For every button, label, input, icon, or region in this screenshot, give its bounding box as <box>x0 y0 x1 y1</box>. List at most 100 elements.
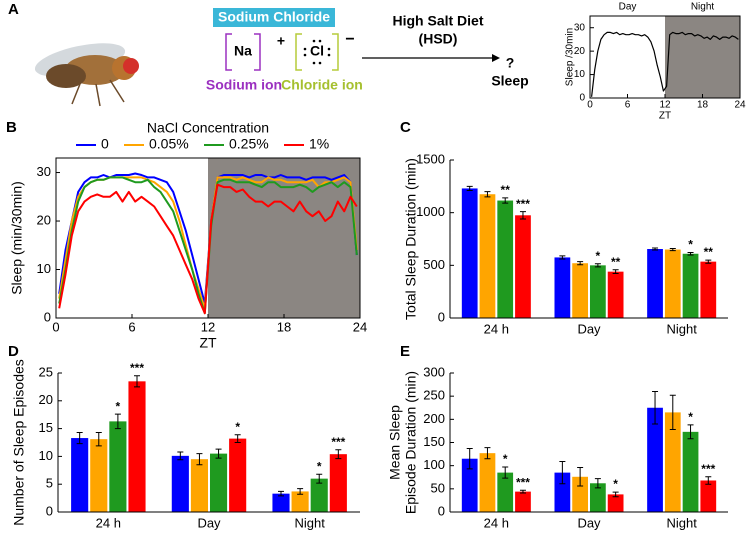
significance: *** <box>701 462 715 476</box>
error-bar <box>177 451 184 461</box>
anion: Cl <box>310 43 324 59</box>
bar <box>109 421 127 512</box>
panel-label: B <box>6 119 17 136</box>
significance: * <box>613 477 618 491</box>
bar <box>71 438 89 512</box>
x-tick-label: 12 <box>659 100 671 111</box>
y-tick-label: 150 <box>423 434 445 449</box>
y-tick-label: 10 <box>574 69 586 80</box>
error-bar <box>297 488 304 495</box>
night-shade <box>665 16 740 98</box>
plot-frame <box>55 157 361 319</box>
error-bar <box>687 251 694 256</box>
panel-label: D <box>8 343 19 360</box>
significance: ** <box>611 255 621 269</box>
error-bar <box>705 476 712 485</box>
cation: Na <box>234 43 252 59</box>
y-tick-label: 1000 <box>416 204 445 219</box>
fly-illustration <box>34 43 139 107</box>
bar <box>190 459 208 512</box>
bar <box>515 491 531 512</box>
bar <box>682 253 699 318</box>
plus-sign: + <box>277 33 285 49</box>
error-bar <box>196 453 203 466</box>
bar <box>229 438 247 512</box>
anion-name: Chloride ion <box>281 77 363 93</box>
y-tick-label: 50 <box>431 480 445 495</box>
bar <box>554 257 571 318</box>
error-bar <box>502 197 509 204</box>
y-axis-label: Total Sleep Duration (min) <box>403 158 419 320</box>
error-bar <box>234 434 241 443</box>
significance: * <box>688 410 693 424</box>
bar <box>479 453 496 512</box>
significance: *** <box>130 361 144 375</box>
x-tick-label: Day <box>577 321 601 336</box>
error-bar <box>577 261 584 266</box>
panel-label: A <box>8 1 19 18</box>
bar <box>310 478 328 512</box>
bar <box>497 200 514 318</box>
bar <box>590 483 606 512</box>
series-line <box>591 31 739 97</box>
diet-label: High Salt Diet <box>392 13 483 29</box>
significance: * <box>116 399 121 413</box>
bar <box>461 458 478 512</box>
y-tick-label: 250 <box>423 388 445 403</box>
bar <box>607 271 624 318</box>
error-bar <box>466 185 473 192</box>
legend-label: 1% <box>309 136 329 152</box>
y-tick-label: 0 <box>438 503 445 518</box>
x-tick-label: 12 <box>201 319 215 334</box>
error-bar <box>134 375 141 388</box>
y-tick-label: 0 <box>46 503 53 518</box>
error-bar <box>316 473 323 484</box>
bar <box>572 263 588 318</box>
significance: *** <box>331 435 345 449</box>
bar <box>647 249 663 318</box>
x-tick-label: 24 h <box>484 321 509 336</box>
significance: *** <box>516 475 530 489</box>
error-bar <box>114 413 121 430</box>
bar <box>272 493 290 512</box>
y-tick-label: 20 <box>574 46 586 57</box>
error-bar <box>335 449 342 460</box>
y-tick-label: 300 <box>423 364 445 379</box>
y-tick-label: 100 <box>423 457 445 472</box>
significance: * <box>503 452 508 466</box>
annotation: Day <box>619 2 637 13</box>
error-bar <box>215 448 222 459</box>
x-tick-label: 24 <box>353 319 367 334</box>
x-tick-label: 6 <box>625 100 631 111</box>
bar <box>291 491 309 512</box>
error-bar <box>519 489 526 494</box>
y-tick-label: 20 <box>39 392 53 407</box>
x-tick-label: Day <box>577 515 601 530</box>
diet-abbr: (HSD) <box>419 31 458 47</box>
y-tick-label: 30 <box>574 22 586 33</box>
bar <box>329 454 347 512</box>
y-tick-label: 10 <box>39 448 53 463</box>
x-tick-label: 24 h <box>96 515 121 530</box>
significance: * <box>596 249 601 263</box>
bar <box>607 494 624 512</box>
y-tick-label: 15 <box>39 420 53 435</box>
y-tick-label: 20 <box>37 212 51 227</box>
bar <box>554 472 571 512</box>
plot-frame <box>589 15 741 99</box>
y-tick-label: 200 <box>423 411 445 426</box>
y-tick-label: 5 <box>46 476 53 491</box>
y-tick-label: 1500 <box>416 151 445 166</box>
y-axis-label: Number of Sleep Episodes <box>11 359 27 526</box>
annotation: Night <box>691 2 715 13</box>
y-tick-label: 0 <box>579 93 585 104</box>
minus-sign: − <box>345 31 354 48</box>
significance: ** <box>501 183 511 197</box>
error-bar <box>559 255 566 260</box>
bar <box>664 412 681 512</box>
bar <box>664 249 681 318</box>
legend-label: 0.05% <box>149 136 189 152</box>
error-bar <box>687 424 694 440</box>
y-tick-label: 10 <box>37 261 51 276</box>
